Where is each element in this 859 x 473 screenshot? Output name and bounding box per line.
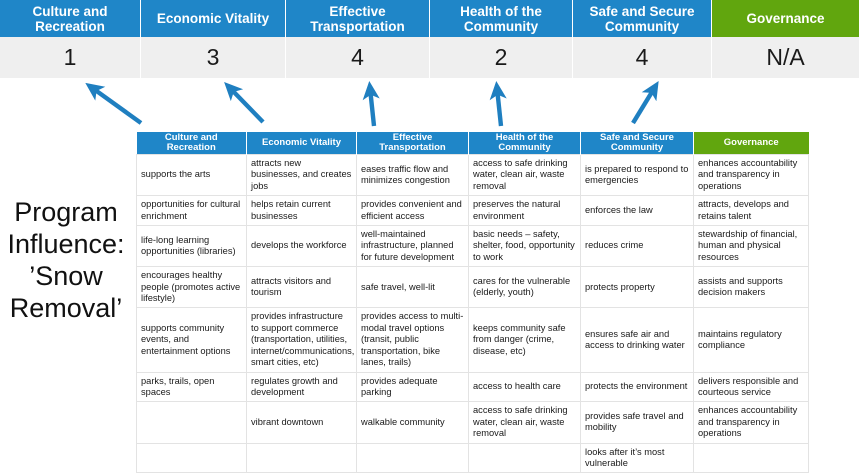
matrix-cell[interactable]: parks, trails, open spaces [136,371,247,403]
scorecard-value-effective-transportation: 4 [286,37,430,78]
scorecard-header-governance[interactable]: Governance [712,0,859,37]
matrix-header-culture-and-recreation[interactable]: Culture and Recreation [136,132,247,155]
matrix-cell[interactable]: keeps community safe from danger (crime,… [468,307,581,373]
scorecard-header-economic-vitality[interactable]: Economic Vitality [141,0,286,37]
arrow-to-safe-and-secure-community [631,80,659,125]
matrix-cell[interactable]: maintains regulatory compliance [693,307,809,373]
matrix-cell[interactable]: helps retain current businesses [246,195,357,227]
matrix-cell[interactable] [136,442,247,473]
matrix-cell[interactable]: looks after it’s most vulnerable [580,442,694,473]
scorecard-header-row: Culture and Recreation Economic Vitality… [0,0,859,37]
influence-matrix: Culture and Recreation Economic Vitality… [136,132,809,473]
matrix-header-governance[interactable]: Governance [693,132,809,155]
table-row: encourages healthy people (promotes acti… [136,266,809,309]
matrix-cell[interactable]: develops the workforce [246,225,357,268]
matrix-cell[interactable]: enhances accountability and transparency… [693,153,809,197]
matrix-cell[interactable]: eases traffic flow and minimizes congest… [356,153,469,197]
scorecard-header-health-of-the-community[interactable]: Health of the Community [430,0,573,37]
table-row: opportunities for cultural enrichment he… [136,195,809,227]
matrix-cell[interactable] [693,442,809,473]
matrix-cell[interactable]: well-maintained infrastructure, planned … [356,225,469,268]
matrix-cell[interactable]: regulates growth and development [246,371,357,403]
matrix-cell[interactable] [246,442,357,473]
program-influence-line-2: Influence: [7,229,125,259]
matrix-header-row: Culture and Recreation Economic Vitality… [136,132,809,155]
arrow-layer [85,80,659,127]
matrix-cell[interactable]: cares for the vulnerable (elderly, youth… [468,266,581,309]
scorecard-header-culture-and-recreation[interactable]: Culture and Recreation [0,0,141,37]
matrix-cell[interactable]: reduces crime [580,225,694,268]
matrix-cell[interactable]: ensures safe air and access to drinking … [580,307,694,373]
matrix-cell[interactable]: provides convenient and efficient access [356,195,469,227]
matrix-cell[interactable]: encourages healthy people (promotes acti… [136,266,247,309]
matrix-body: supports the arts attracts new businesse… [136,153,809,473]
matrix-cell[interactable] [468,442,581,473]
matrix-cell[interactable]: protects the environment [580,371,694,403]
matrix-cell[interactable] [136,401,247,444]
matrix-cell[interactable]: attracts new businesses, and creates job… [246,153,357,197]
matrix-cell[interactable]: provides access to multi-modal travel op… [356,307,469,373]
matrix-cell[interactable]: supports community events, and entertain… [136,307,247,373]
program-influence-label: Program Influence: ’Snow Removal’ [0,196,132,324]
table-row: looks after it’s most vulnerable [136,442,809,473]
scorecard-header-effective-transportation[interactable]: Effective Transportation [286,0,430,37]
matrix-cell[interactable]: access to safe drinking water, clean air… [468,401,581,444]
matrix-cell[interactable]: opportunities for cultural enrichment [136,195,247,227]
matrix-cell[interactable]: provides safe travel and mobility [580,401,694,444]
matrix-header-health-of-the-community[interactable]: Health of the Community [468,132,581,155]
matrix-cell[interactable] [356,442,469,473]
program-influence-line-1: Program [14,197,118,227]
matrix-cell[interactable]: basic needs – safety, shelter, food, opp… [468,225,581,268]
matrix-cell[interactable]: access to safe drinking water, clean air… [468,153,581,197]
table-row: supports the arts attracts new businesse… [136,153,809,197]
scorecard-value-governance: N/A [712,37,859,78]
matrix-cell[interactable]: delivers responsible and courteous servi… [693,371,809,403]
scorecard-header-safe-and-secure-community[interactable]: Safe and Secure Community [573,0,712,37]
table-row: parks, trails, open spaces regulates gro… [136,371,809,403]
scorecard-value-culture-and-recreation: 1 [0,37,141,78]
matrix-cell[interactable]: provides infrastructure to support comme… [246,307,357,373]
arrow-to-effective-transportation [362,80,380,127]
scorecard-summary: Culture and Recreation Economic Vitality… [0,0,859,78]
matrix-cell[interactable]: supports the arts [136,153,247,197]
influence-matrix-table: Culture and Recreation Economic Vitality… [136,132,809,473]
scorecard-value-safe-and-secure-community: 4 [573,37,712,78]
matrix-cell[interactable]: access to health care [468,371,581,403]
matrix-cell[interactable]: preserves the natural environment [468,195,581,227]
matrix-cell[interactable]: enhances accountability and transparency… [693,401,809,444]
matrix-cell[interactable]: enforces the law [580,195,694,227]
matrix-cell[interactable]: attracts visitors and tourism [246,266,357,309]
matrix-cell[interactable]: life-long learning opportunities (librar… [136,225,247,268]
matrix-cell[interactable]: walkable community [356,401,469,444]
matrix-cell[interactable]: stewardship of financial, human and phys… [693,225,809,268]
matrix-cell[interactable]: provides adequate parking [356,371,469,403]
program-influence-line-4: Removal’ [9,293,123,323]
arrow-to-health-of-the-community [489,80,507,127]
matrix-header-economic-vitality[interactable]: Economic Vitality [246,132,357,155]
table-row: supports community events, and entertain… [136,307,809,373]
program-influence-line-3: ’Snow [29,261,103,291]
matrix-header-safe-and-secure-community[interactable]: Safe and Secure Community [580,132,694,155]
arrow-to-culture-and-recreation [85,82,143,125]
table-row: life-long learning opportunities (librar… [136,225,809,268]
matrix-cell[interactable]: assists and supports decision makers [693,266,809,309]
table-row: vibrant downtown walkable community acce… [136,401,809,444]
scorecard-value-economic-vitality: 3 [141,37,286,78]
matrix-cell[interactable]: safe travel, well-lit [356,266,469,309]
matrix-cell[interactable]: attracts, develops and retains talent [693,195,809,227]
scorecard-value-health-of-the-community: 2 [430,37,573,78]
matrix-cell[interactable]: is prepared to respond to emergencies [580,153,694,197]
matrix-header-effective-transportation[interactable]: Effective Transportation [356,132,469,155]
matrix-cell[interactable]: protects property [580,266,694,309]
matrix-cell[interactable]: vibrant downtown [246,401,357,444]
arrow-to-economic-vitality [224,81,265,124]
scorecard-value-row: 1 3 4 2 4 N/A [0,37,859,78]
